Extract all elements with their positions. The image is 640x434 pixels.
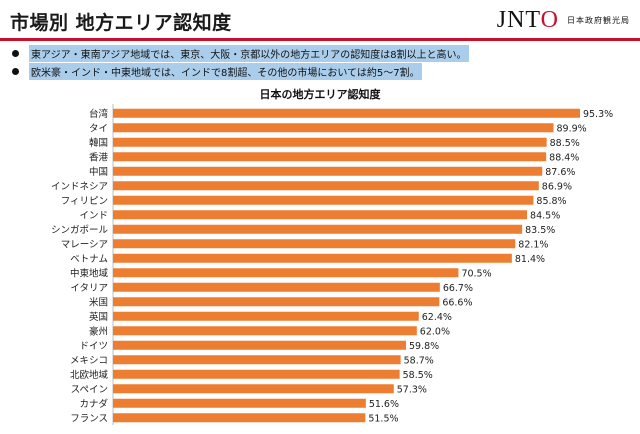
- value-label: 66.7%: [443, 283, 473, 294]
- bullet-dot-icon: [12, 67, 19, 75]
- value-label: 70.5%: [461, 268, 491, 279]
- category-label: 中国: [89, 166, 108, 178]
- category-label: カナダ: [79, 398, 108, 410]
- category-label: インドネシア: [51, 181, 108, 192]
- bar: [113, 224, 523, 234]
- logo-text-1: JN: [496, 6, 526, 33]
- bullet-dot-icon: [12, 49, 19, 57]
- bar: [113, 384, 394, 394]
- category-label: フランス: [70, 413, 108, 424]
- category-label: 豪州: [89, 325, 108, 337]
- category-label: イタリア: [70, 283, 108, 294]
- bar: [113, 123, 554, 133]
- bar: [113, 282, 440, 292]
- bar: [113, 195, 534, 205]
- bar: [113, 311, 419, 321]
- value-label: 51.6%: [369, 399, 399, 410]
- logo-org-name: 日本政府観光局: [567, 15, 630, 25]
- category-label: メキシコ: [70, 355, 108, 366]
- summary-bullets: 東アジア・東南アジア地域では、東京、大阪・京都以外の地方エリアの認知度は8割以上…: [12, 44, 632, 81]
- value-label: 51.5%: [368, 413, 398, 424]
- category-label: フィリピン: [61, 196, 108, 207]
- bar: [113, 369, 400, 379]
- value-label: 81.4%: [515, 254, 545, 265]
- value-label: 84.5%: [530, 210, 560, 221]
- bar: [113, 137, 547, 147]
- category-label: ドイツ: [79, 341, 108, 352]
- logo-text-2: T: [525, 6, 541, 33]
- value-label: 88.4%: [549, 152, 579, 163]
- bar: [113, 340, 407, 350]
- value-label: 89.9%: [557, 123, 587, 134]
- bar: [113, 413, 366, 423]
- jnto-logo: JNTO 日本政府観光局: [497, 6, 630, 34]
- value-label: 86.9%: [542, 181, 572, 192]
- category-label: 韓国: [89, 138, 108, 149]
- value-label: 85.8%: [536, 196, 566, 207]
- value-label: 62.4%: [422, 312, 452, 323]
- category-label: シンガポール: [51, 225, 109, 236]
- bar: [113, 152, 547, 162]
- category-label: 英国: [89, 311, 108, 323]
- value-label: 66.6%: [442, 297, 472, 308]
- value-label: 88.5%: [550, 138, 580, 149]
- bullet-item: 欧米豪・インド・中東地域では、インドで8割超、その他の市場においては約5～7割。: [12, 62, 632, 80]
- category-label: 台湾: [89, 108, 109, 120]
- bar: [113, 239, 516, 249]
- bar: [113, 268, 459, 278]
- title-divider: [0, 38, 640, 41]
- bar: [113, 108, 580, 118]
- bullet-text: 欧米豪・インド・中東地域では、インドで8割超、その他の市場においては約5～7割。: [29, 62, 422, 80]
- bar-chart: 台湾 95.3% タイ 89.9% 韓国 88.5% 香港 88.4% 中国 87.6% インドネシ…: [51, 104, 613, 425]
- bar: [113, 181, 539, 191]
- category-label: マレーシア: [61, 239, 108, 250]
- value-label: 57.3%: [397, 384, 427, 395]
- page-title: 市場別 地方エリア認知度: [10, 12, 232, 34]
- category-label: 北欧地域: [70, 369, 109, 381]
- category-label: スペイン: [71, 384, 108, 395]
- bar: [113, 297, 440, 307]
- bullet-item: 東アジア・東南アジア地域では、東京、大阪・京都以外の地方エリアの認知度は8割以上…: [12, 44, 632, 62]
- bar: [113, 210, 528, 220]
- category-label: 米国: [89, 296, 108, 308]
- category-label: 香港: [89, 151, 109, 163]
- logo-mark: JNTO: [497, 7, 559, 34]
- bar: [113, 166, 543, 176]
- logo-text-3: O: [540, 6, 559, 33]
- bar: [113, 355, 401, 365]
- category-label: インド: [79, 210, 108, 221]
- value-label: 95.3%: [583, 109, 613, 120]
- category-label: ベトナム: [70, 254, 108, 265]
- bar: [113, 326, 417, 336]
- bar: [113, 398, 366, 408]
- category-label: タイ: [89, 123, 108, 134]
- value-label: 62.0%: [420, 326, 450, 337]
- bullet-text: 東アジア・東南アジア地域では、東京、大阪・京都以外の地方エリアの認知度は8割以上…: [29, 44, 469, 62]
- value-label: 87.6%: [545, 167, 575, 178]
- chart-title: 日本の地方エリア認知度: [259, 88, 381, 101]
- value-label: 58.5%: [403, 370, 433, 381]
- category-label: 中東地域: [70, 267, 109, 279]
- bar: [113, 253, 512, 263]
- value-label: 59.8%: [409, 341, 439, 352]
- value-label: 58.7%: [404, 355, 434, 366]
- value-label: 82.1%: [518, 239, 548, 250]
- value-label: 83.5%: [525, 225, 555, 236]
